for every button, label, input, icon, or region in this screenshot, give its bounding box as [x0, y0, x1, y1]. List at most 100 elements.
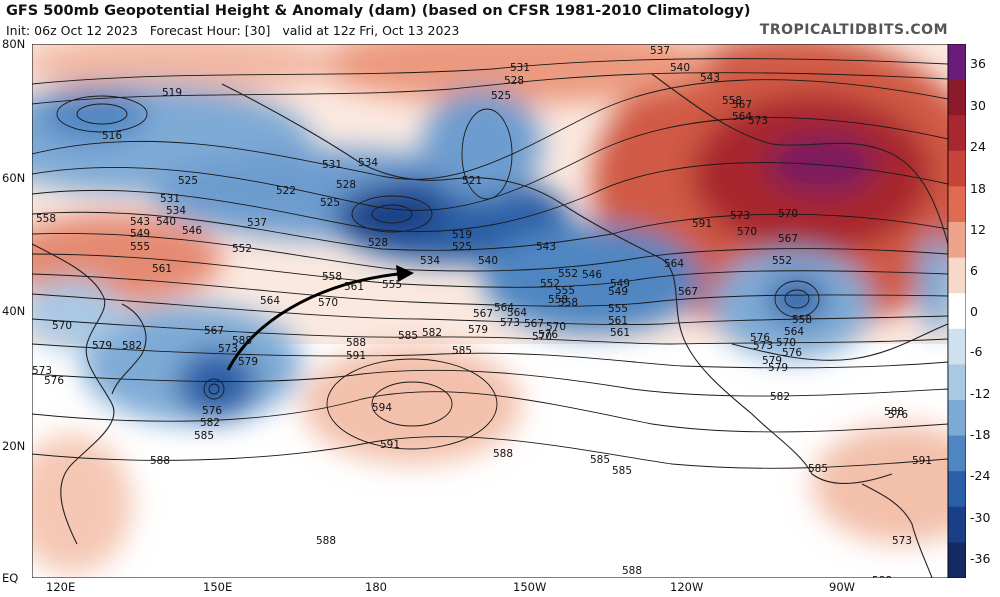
- contour-label: 525: [178, 175, 198, 187]
- contour-label: 579: [768, 362, 788, 374]
- contour-label: 576: [750, 332, 770, 344]
- contour-label: 552: [772, 255, 792, 267]
- contour-label: 591: [912, 455, 932, 467]
- contour-label: 573: [892, 535, 912, 547]
- contour-label: 585: [398, 330, 418, 342]
- colorbar-cell: [948, 471, 966, 508]
- contour-label: 558: [322, 271, 342, 283]
- map-title: GFS 500mb Geopotential Height & Anomaly …: [6, 3, 751, 19]
- contour-label: 570: [778, 208, 798, 220]
- colorbar-label: -18: [970, 427, 991, 442]
- contour-label: 549: [130, 228, 150, 240]
- contour-label: 579: [468, 324, 488, 336]
- colorbar-label: -6: [970, 344, 983, 359]
- colorbar-label: 36: [970, 56, 986, 71]
- contour-label: 525: [452, 241, 472, 253]
- lon-label-180: 180: [365, 580, 387, 594]
- contour-label: 585: [452, 345, 472, 357]
- contour-label: 537: [650, 45, 670, 57]
- colorbar-cell: [948, 222, 966, 259]
- contour-label: 564: [260, 295, 280, 307]
- contour-label: 567: [204, 325, 224, 337]
- contour-label: 528: [368, 237, 388, 249]
- contour-label: 516: [102, 130, 122, 142]
- contour-label: 567: [678, 286, 698, 298]
- contour-label: 531: [510, 62, 530, 74]
- lon-label-150e: 150E: [203, 580, 233, 594]
- colorbar-label: -12: [970, 386, 991, 401]
- contour-label: 555: [608, 303, 628, 315]
- contour-label: 576: [888, 409, 908, 421]
- contour-label: 558: [36, 213, 56, 225]
- colorbar-label: -24: [970, 468, 991, 483]
- contour-label: 576: [782, 347, 802, 359]
- contour-label: 567: [778, 233, 798, 245]
- colorbar-cell: [948, 150, 966, 187]
- forecast-hour: Forecast Hour: [30]: [149, 23, 271, 38]
- contour-label: 570: [532, 331, 552, 343]
- contour-label: 570: [52, 320, 72, 332]
- lon-label-90w: 90W: [829, 580, 856, 594]
- colorbar-label: -30: [970, 510, 991, 525]
- contour-label: 573: [748, 115, 768, 127]
- colorbar-cell: [948, 186, 966, 223]
- contour-label: 558: [792, 314, 812, 326]
- lon-label-150w: 150W: [513, 580, 547, 594]
- contour-label: 573: [730, 210, 750, 222]
- contour-label: 519: [162, 87, 182, 99]
- contour-label: 576: [202, 405, 222, 417]
- contour-label: 564: [494, 302, 514, 314]
- contour-label: 528: [504, 75, 524, 87]
- contour-label: 561: [344, 281, 364, 293]
- colorbar-label: 30: [970, 98, 986, 113]
- contour-label: 567: [732, 99, 752, 111]
- colorbar-cell: [948, 79, 966, 116]
- contour-label: 570: [776, 337, 796, 349]
- contour-label: 534: [358, 157, 378, 169]
- colorbar-label: -36: [970, 551, 991, 566]
- contour-label: 576: [538, 329, 558, 341]
- contour-labels: 537 540 543 531 528 525 519 516 531 534 …: [32, 45, 932, 578]
- contour-label: 588: [316, 535, 336, 547]
- colorbar-label: 6: [970, 263, 978, 278]
- contour-label: 540: [478, 255, 498, 267]
- contour-label: 558: [548, 294, 568, 306]
- coastlines: [32, 73, 948, 578]
- map-subtitle: Init: 06z Oct 12 2023 Forecast Hour: [30…: [6, 23, 459, 38]
- contour-label: 525: [320, 197, 340, 209]
- lat-label-20n: 20N: [2, 439, 26, 453]
- contour-label: 522: [276, 185, 296, 197]
- colorbar-cell: [948, 328, 966, 365]
- contour-label: 588: [872, 575, 892, 578]
- contour-label: 588: [150, 455, 170, 467]
- contour-label: 591: [346, 350, 366, 362]
- contour-label: 558: [722, 95, 742, 107]
- contour-label: 540: [670, 62, 690, 74]
- init-time: Init: 06z Oct 12 2023: [6, 23, 138, 38]
- contour-label: 561: [608, 315, 628, 327]
- lat-label-eq: EQ: [2, 571, 19, 585]
- contour-label: 564: [507, 307, 527, 319]
- colorbar: [948, 44, 966, 578]
- colorbar-label: 12: [970, 222, 986, 237]
- colorbar-cell: [948, 44, 966, 81]
- anomaly-map: 537 540 543 531 528 525 519 516 531 534 …: [32, 44, 948, 578]
- contour-label: 585: [194, 430, 214, 442]
- contour-label: 521: [462, 175, 482, 187]
- contour-label: 564: [784, 326, 804, 338]
- height-contours: [32, 58, 948, 469]
- contour-label: 537: [247, 217, 267, 229]
- colorbar-cell: [948, 293, 966, 330]
- colorbar-cell: [948, 506, 966, 543]
- contour-label: 543: [536, 241, 556, 253]
- contour-label: 555: [382, 279, 402, 291]
- contour-label: 573: [500, 317, 520, 329]
- contour-label: 594: [372, 402, 392, 414]
- contour-label: 549: [608, 286, 628, 298]
- contour-label: 525: [491, 90, 511, 102]
- contour-label: 579: [238, 356, 258, 368]
- colorbar-cell: [948, 400, 966, 437]
- storm-track-arrow: [226, 265, 414, 371]
- contour-label: 585: [612, 465, 632, 477]
- contour-label: 528: [336, 179, 356, 191]
